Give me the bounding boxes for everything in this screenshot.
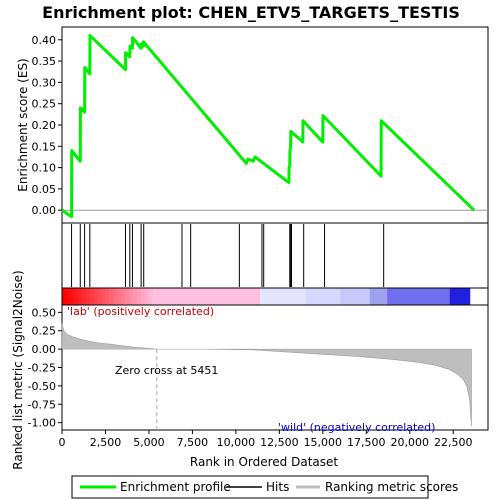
zero-cross-label: Zero cross at 5451	[115, 364, 218, 377]
band-segment	[133, 288, 138, 305]
es-y-tick-label: 0.10	[32, 162, 57, 175]
pos-correlation-label: 'lab' (positively correlated)	[67, 305, 214, 318]
band-segment	[105, 288, 110, 305]
x-tick-label: 5,000	[133, 436, 165, 449]
band-segment	[62, 288, 67, 305]
x-tick-label: 12,500	[260, 436, 299, 449]
band-segment	[140, 288, 146, 305]
es-panel-frame	[61, 26, 489, 224]
band-segment	[144, 288, 150, 305]
es-y-tick-label: 0.40	[32, 34, 57, 47]
metric-y-tick-label: -0.50	[28, 380, 56, 393]
band-segment	[260, 288, 306, 305]
x-axis-label: Rank in Ordered Dataset	[190, 455, 338, 469]
rank-color-band	[61, 287, 489, 306]
band-segment	[65, 288, 71, 305]
band-segment	[137, 288, 142, 305]
hits-group	[71, 224, 385, 287]
es-y-axis-label: Enrichment score (ES)	[16, 58, 30, 191]
band-segment	[117, 288, 122, 305]
x-tick-label: 0	[59, 436, 66, 449]
band-segment	[81, 288, 87, 305]
band-segment	[69, 288, 75, 305]
band-segment	[305, 288, 341, 305]
band-segment	[152, 288, 158, 305]
metric-y-tick-label: 0.00	[32, 343, 57, 356]
es-profile-line	[61, 34, 476, 219]
metric-area-group	[61, 323, 472, 427]
x-tick-label: 2,500	[90, 436, 122, 449]
x-tick-label: 17,500	[347, 436, 386, 449]
x-tick-label: 7,500	[177, 436, 209, 449]
es-y-axis: 0.00 0.05 0.10 0.15 0.20 0.25 0.30 0.35 0.40	[32, 34, 62, 217]
metric-area	[61, 323, 472, 427]
metric-y-tick-label: 0.25	[32, 325, 57, 338]
band-segment	[387, 288, 451, 305]
metric-y-axis-label: Ranked list metric (Signal2Noise)	[11, 270, 25, 469]
metric-y-tick-label: 0.50	[32, 306, 57, 319]
chart-title: Enrichment plot: CHEN_ETV5_TARGETS_TESTI…	[42, 3, 460, 22]
metric-panel-frame	[61, 304, 489, 431]
x-tick-label: 20,000	[391, 436, 430, 449]
band-segment	[125, 288, 130, 305]
es-y-tick-label: 0.30	[32, 76, 57, 89]
x-tick-label: 15,000	[304, 436, 343, 449]
metric-y-tick-label: -0.25	[28, 362, 56, 375]
metric-y-tick-label: -0.75	[28, 398, 56, 411]
band-segment	[77, 288, 83, 305]
es-y-tick-label: 0.05	[32, 183, 57, 196]
band-segment	[89, 288, 95, 305]
band-segment	[93, 288, 99, 305]
es-y-tick-label: 0.20	[32, 119, 57, 132]
x-tick-label: 10,000	[217, 436, 256, 449]
es-y-tick-label: 0.25	[32, 98, 57, 111]
band-segment	[101, 288, 106, 305]
band-segment	[97, 288, 102, 305]
es-y-tick-label: 0.00	[32, 204, 57, 217]
band-segment	[129, 288, 134, 305]
metric-x-axis: 0 2,500 5,000 7,500 10,000 12,500 15,000 17,500…	[59, 430, 473, 449]
legend-hits-label: Hits	[266, 480, 289, 494]
neg-correlation-label: 'wild' (negatively correlated)	[278, 421, 435, 434]
band-segment	[449, 288, 471, 305]
es-y-tick-label: 0.35	[32, 55, 57, 68]
es-series-group	[61, 34, 476, 219]
band-segment	[109, 288, 114, 305]
band-segment	[73, 288, 79, 305]
hits-panel-frame	[61, 222, 489, 289]
es-y-tick-label: 0.15	[32, 140, 57, 153]
metric-y-axis: 0.50 0.25 0.00 -0.25 -0.50 -0.75 -1.00	[28, 306, 62, 430]
band-segment	[369, 288, 388, 305]
band-segment	[340, 288, 371, 305]
band-segment	[85, 288, 91, 305]
legend-profile-label: Enrichment profile	[120, 480, 231, 494]
band-segment	[121, 288, 126, 305]
legend-metric-label: Ranking metric scores	[325, 480, 458, 494]
band-segment	[113, 288, 118, 305]
band-segment	[156, 288, 261, 305]
x-tick-label: 22,500	[434, 436, 473, 449]
band-segment	[148, 288, 154, 305]
metric-y-tick-label: -1.00	[28, 417, 56, 430]
